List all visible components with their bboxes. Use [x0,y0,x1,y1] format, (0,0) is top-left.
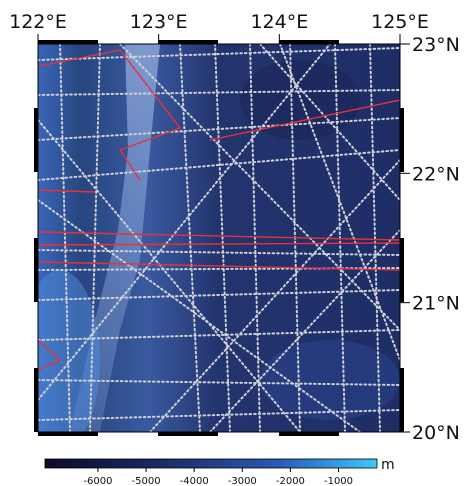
lat-label: 22°N [412,163,460,185]
lon-label: 123°E [130,11,188,33]
colorbar-tick-label: -2000 [276,476,305,486]
colorbar-tick-label: -3000 [228,476,257,486]
lat-label: 23°N [412,34,460,56]
colorbar-tick-label: -1000 [324,476,353,486]
colorbar-tick-label: -5000 [132,476,161,486]
map-figure: 122°E 123°E 124°E 125°E23°N 22°N 21°N 20°N -600… [0,0,464,486]
lon-label: 125°E [371,11,429,33]
colorbar-tick-label: -6000 [83,476,112,486]
map-area [20,44,400,450]
colorbar-tick-label: -4000 [180,476,209,486]
colorbar [45,459,377,468]
lat-label: 20°N [412,422,460,444]
lon-label: 124°E [250,11,308,33]
colorbar-unit: m [381,457,395,473]
lon-label: 122°E [9,11,67,33]
lat-label: 21°N [412,293,460,315]
